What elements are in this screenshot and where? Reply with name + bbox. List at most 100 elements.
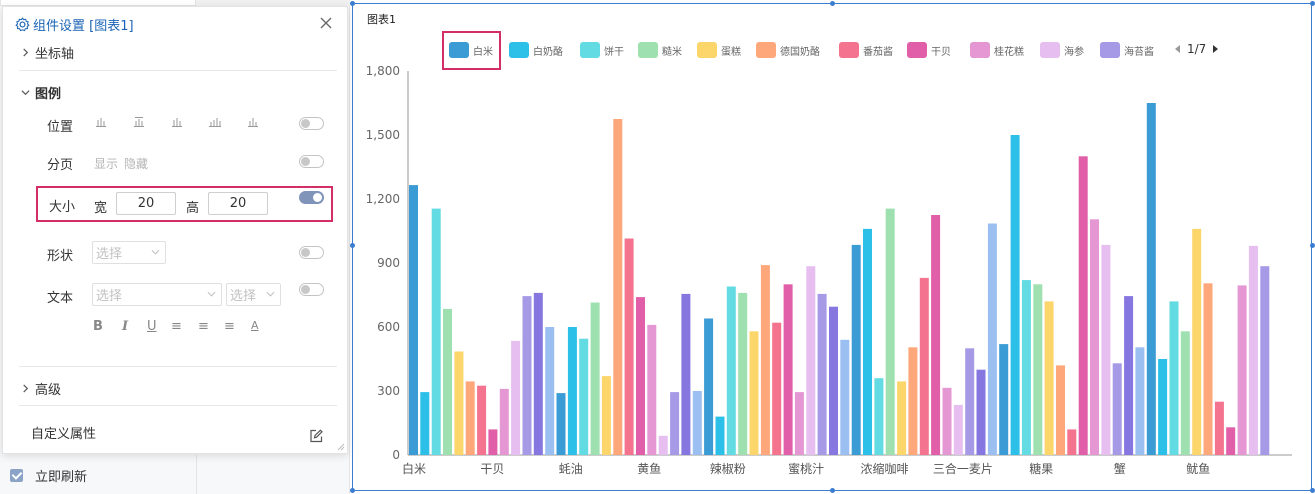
legend-position-bottom-icon[interactable] [95, 117, 107, 127]
bar[interactable] [1056, 365, 1065, 455]
bar[interactable] [477, 385, 487, 455]
bar[interactable] [965, 348, 975, 455]
bar[interactable] [522, 296, 532, 455]
bar[interactable] [1146, 103, 1156, 455]
paging-toggle[interactable] [299, 155, 324, 168]
bar[interactable] [658, 435, 668, 455]
bar[interactable] [692, 391, 702, 455]
bar[interactable] [670, 392, 680, 455]
bar[interactable] [1135, 347, 1145, 455]
legend-item[interactable]: 蛋糕 [697, 42, 741, 58]
bar[interactable] [431, 208, 441, 455]
bar[interactable] [817, 293, 827, 455]
bar[interactable] [840, 339, 850, 455]
bar[interactable] [488, 429, 498, 455]
bar[interactable] [567, 327, 577, 455]
resize-handle[interactable] [350, 488, 355, 493]
bar[interactable] [942, 387, 952, 455]
bar[interactable] [885, 208, 895, 455]
bar[interactable] [726, 286, 736, 456]
bar[interactable] [919, 277, 929, 455]
bar[interactable] [1112, 363, 1122, 455]
italic-button[interactable]: I [122, 319, 129, 334]
legend-position-right-icon[interactable] [209, 117, 221, 127]
bar[interactable] [454, 351, 464, 456]
resize-handle[interactable] [1310, 243, 1315, 248]
resize-handle[interactable] [1310, 1, 1315, 6]
bar[interactable] [1090, 219, 1099, 455]
close-icon[interactable] [319, 16, 333, 30]
bar[interactable] [1021, 280, 1031, 455]
axis-section-header[interactable]: 坐标轴 [21, 43, 74, 62]
bar[interactable] [624, 238, 634, 456]
font-color-button[interactable]: A [251, 319, 259, 332]
bar[interactable] [908, 347, 918, 455]
bar[interactable] [783, 284, 793, 455]
resize-handle[interactable] [830, 488, 835, 493]
legend-item[interactable]: 糙米 [638, 42, 682, 58]
legend-item[interactable]: 白奶酪 [509, 42, 563, 58]
bar[interactable] [897, 381, 907, 455]
bold-button[interactable]: B [93, 319, 103, 334]
bar[interactable] [420, 392, 430, 455]
bar[interactable] [987, 223, 997, 456]
paging-show-option[interactable]: 显示 [94, 157, 119, 171]
resize-handle[interactable] [830, 1, 835, 6]
paging-hide-option[interactable]: 隐藏 [124, 157, 149, 171]
legend-item[interactable]: 番茄酱 [839, 42, 893, 58]
bar[interactable] [1260, 266, 1270, 455]
legend-position-top-icon[interactable] [133, 117, 145, 127]
legend-item[interactable]: 海参 [1040, 42, 1084, 58]
legend-height-input[interactable]: 20 [208, 192, 268, 215]
align-right-button[interactable]: ≡ [224, 319, 235, 334]
legend-item[interactable]: 德国奶酪 [756, 42, 820, 58]
bar[interactable] [465, 381, 475, 455]
text-toggle[interactable] [299, 283, 324, 296]
bar[interactable] [533, 292, 543, 455]
bar[interactable] [1248, 245, 1258, 455]
legend-section-header[interactable]: 图例 [21, 83, 61, 102]
legend-item[interactable]: 海苔酱 [1100, 42, 1154, 58]
resize-handle[interactable] [350, 243, 355, 248]
bar[interactable] [772, 322, 782, 455]
bar[interactable] [579, 338, 589, 455]
bar[interactable] [1180, 331, 1190, 455]
bar[interactable] [999, 344, 1009, 455]
bar[interactable] [749, 331, 759, 455]
bar[interactable] [556, 393, 566, 455]
bar[interactable] [760, 265, 770, 455]
bar[interactable] [499, 388, 509, 455]
bar[interactable] [1124, 296, 1134, 455]
legend-prev-icon[interactable] [1175, 45, 1180, 53]
shape-toggle[interactable] [299, 246, 324, 259]
bar[interactable] [1010, 135, 1020, 455]
align-center-button[interactable]: ≡ [198, 319, 209, 334]
bar[interactable] [1169, 301, 1179, 455]
bar[interactable] [443, 308, 452, 455]
bar[interactable] [931, 215, 941, 455]
bar[interactable] [1067, 429, 1077, 455]
bar[interactable] [806, 266, 816, 455]
bar[interactable] [601, 376, 611, 455]
bar[interactable] [794, 392, 804, 455]
legend-item[interactable]: 饼干 [580, 42, 624, 58]
bar[interactable] [715, 416, 725, 455]
edit-icon[interactable] [309, 429, 323, 443]
bar[interactable] [613, 119, 623, 455]
refresh-checkbox[interactable] [10, 469, 23, 482]
legend-next-icon[interactable] [1213, 45, 1219, 53]
bar[interactable] [1033, 284, 1043, 455]
bar[interactable] [851, 244, 861, 455]
legend-width-input[interactable]: 20 [116, 192, 176, 215]
refresh-option[interactable]: 立即刷新 [10, 466, 87, 485]
legend-position-custom-icon[interactable] [247, 117, 259, 127]
bar[interactable] [1214, 401, 1224, 455]
legend-item[interactable]: 白米 [449, 42, 493, 58]
text-font-select[interactable]: 选择 [92, 283, 222, 306]
bar[interactable] [874, 378, 884, 455]
resize-handle[interactable] [350, 1, 355, 6]
bar[interactable] [829, 306, 838, 455]
bar[interactable] [863, 228, 872, 455]
bar[interactable] [545, 327, 555, 455]
legend-item[interactable]: 桂花糕 [970, 42, 1024, 58]
